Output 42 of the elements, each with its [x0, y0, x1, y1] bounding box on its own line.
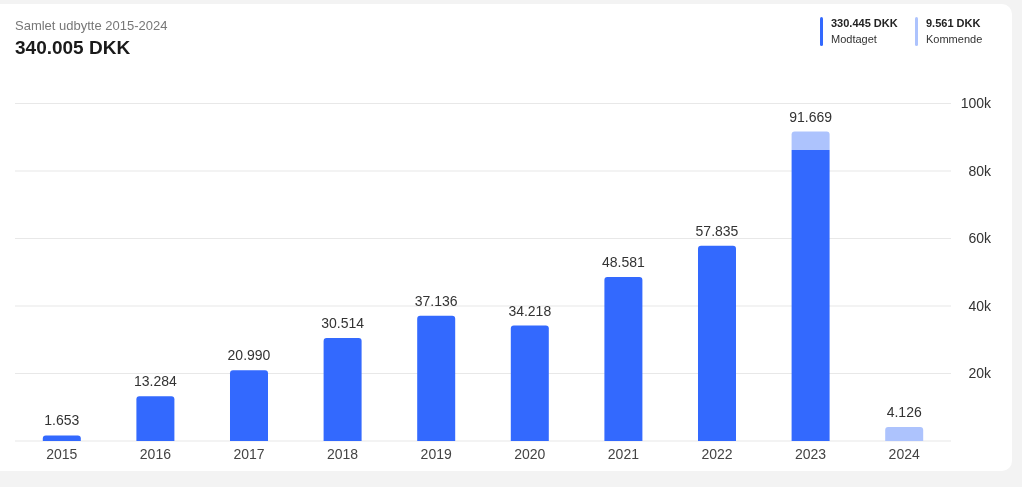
y-tick-label: 40k	[968, 297, 992, 314]
total-label: 1.653	[44, 412, 80, 429]
text: 9.561 DKK	[926, 17, 981, 29]
text: Kommende	[926, 33, 983, 45]
total-label: 57.835	[695, 222, 739, 239]
y-tick-label: 100k	[960, 95, 992, 112]
x-tick-label: 2022	[701, 446, 733, 462]
x-tick-label: 2018	[327, 446, 359, 462]
bar	[698, 245, 736, 441]
bar	[510, 325, 549, 441]
bar	[323, 338, 362, 441]
x-tick-label: 2019	[420, 446, 452, 462]
x-tick-label: 2024	[888, 446, 920, 462]
chart-subtitle: 340.005 DKK	[15, 37, 131, 58]
y-tick-label: 80k	[968, 162, 992, 179]
total-label: 4.126	[886, 404, 922, 421]
x-tick-label: 2020	[514, 446, 546, 462]
y-tick-label: 60k	[968, 230, 992, 247]
bar	[604, 277, 643, 441]
x-tick-label: 2017	[233, 446, 265, 462]
total-label: 20.990	[227, 347, 271, 364]
bar	[136, 396, 175, 441]
total-label: 48.581	[601, 254, 646, 271]
x-tick-label: 2023	[795, 446, 827, 462]
x-tick-label: 2016	[139, 446, 172, 462]
chart-title: Samlet udbytte 2015-2024	[15, 18, 168, 33]
total-label: 30.514	[321, 315, 365, 332]
x-tick-label: 2021	[607, 446, 640, 462]
total-label: 37.136	[414, 292, 458, 309]
bar	[885, 427, 924, 441]
x-tick-label: 2015	[46, 446, 78, 462]
bar	[417, 315, 456, 441]
bar	[230, 370, 268, 441]
text: Modtaget	[831, 33, 877, 45]
bar	[791, 131, 830, 150]
bar	[42, 435, 81, 441]
total-label: 34.218	[508, 302, 552, 319]
total-label: 13.284	[133, 373, 178, 390]
bar	[791, 149, 830, 441]
total-label: 91.669	[789, 108, 833, 125]
y-tick-label: 20k	[968, 365, 992, 382]
text: 330.445 DKK	[831, 17, 898, 29]
